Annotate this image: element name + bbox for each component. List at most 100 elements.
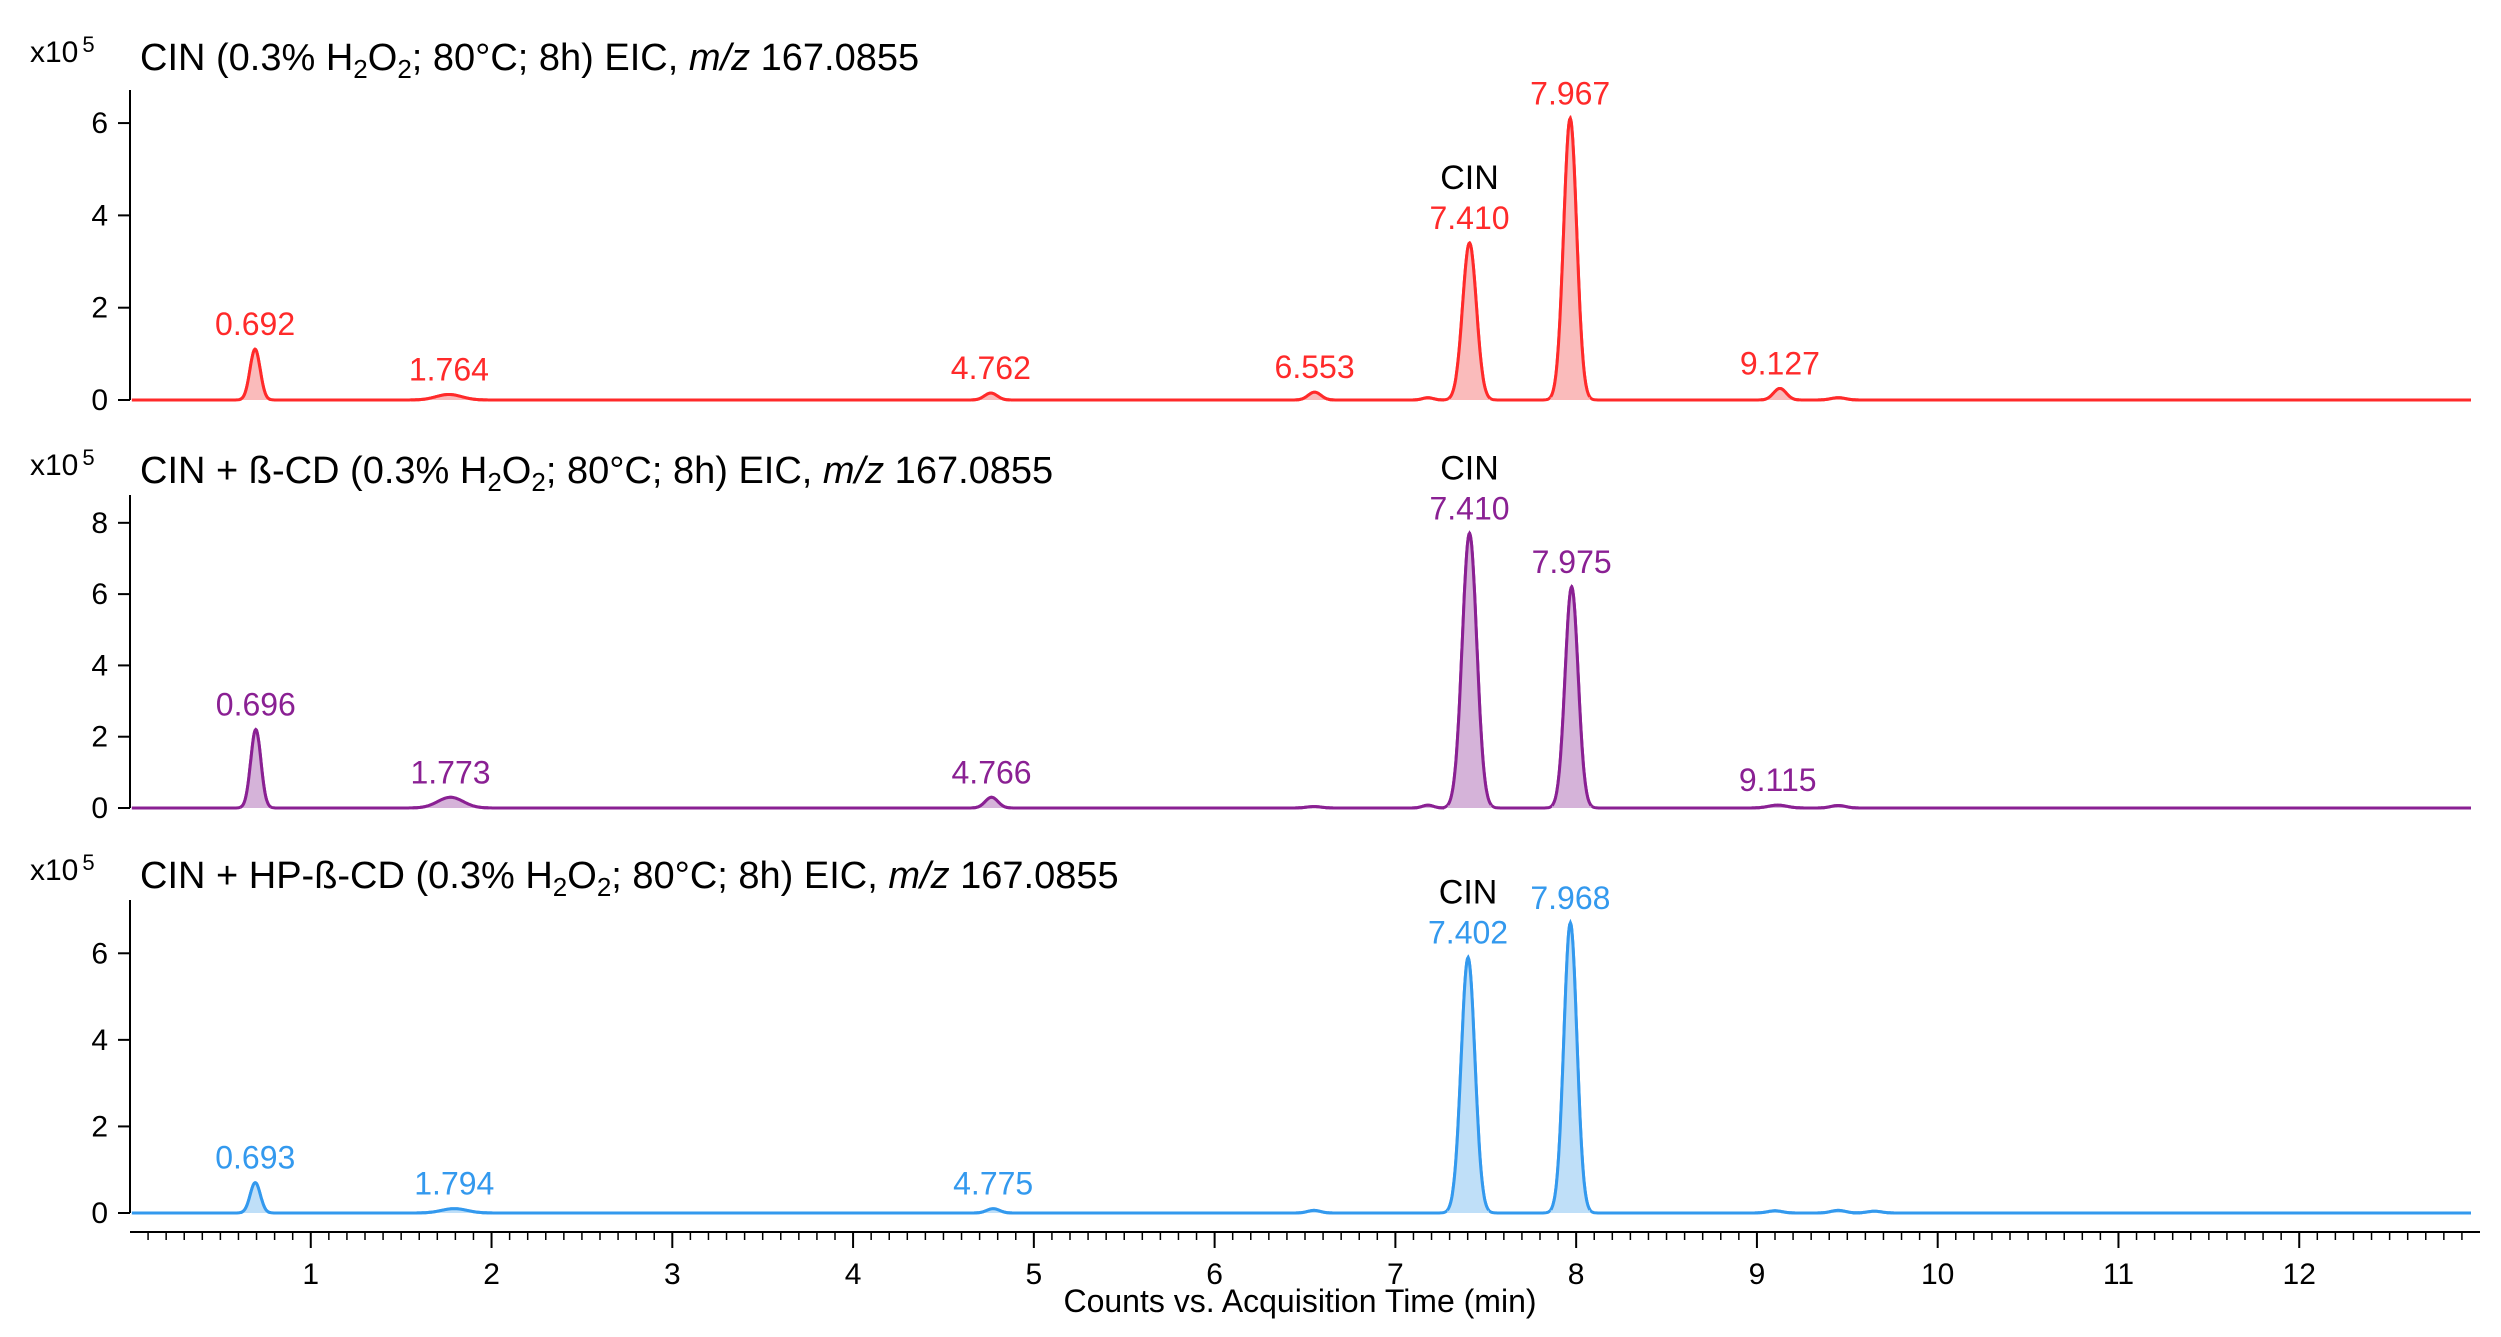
- x-tick-label: 11: [2103, 1258, 2134, 1291]
- y-tick-label: 2: [91, 721, 108, 754]
- title-sub-o: 2: [397, 54, 411, 84]
- title-mz: m/z: [689, 37, 750, 79]
- y-tick-label: 6: [91, 578, 108, 611]
- peak-rt-label: 4.762: [951, 350, 1031, 386]
- peak-outline: [1447, 240, 1492, 400]
- scale-exponent: 5: [82, 32, 94, 57]
- scale-base: x10: [30, 449, 78, 482]
- peak-rt-label: 6.553: [1275, 349, 1355, 385]
- title-after-ox: ; 80°C; 8h) EIC,: [412, 37, 689, 79]
- y-tick-label: 0: [91, 1197, 108, 1230]
- peak-outline: [410, 393, 487, 402]
- title-mid: O: [567, 855, 597, 897]
- y-tick-label: 2: [91, 1110, 108, 1143]
- scale-base: x10: [30, 36, 78, 69]
- peak-outline: [971, 391, 1010, 402]
- peak-rt-label: 4.766: [952, 754, 1032, 790]
- title-sub-h: 2: [553, 872, 567, 902]
- panel-title: CIN + ß-CD (0.3% H2O2; 80°C; 8h) EIC, m/…: [140, 450, 1053, 497]
- peak-rt-label: 7.410: [1429, 491, 1509, 527]
- title-mass: 167.0855: [884, 450, 1053, 492]
- peak-rt-label: 1.764: [409, 351, 489, 387]
- y-tick-label: 4: [91, 1024, 108, 1057]
- title-mz: m/z: [823, 450, 884, 492]
- peak-outline: [1411, 396, 1445, 402]
- peak-outline: [1816, 804, 1860, 810]
- x-tick-label: 12: [2283, 1258, 2316, 1291]
- title-sub-h: 2: [487, 467, 501, 497]
- title-mid: O: [502, 450, 532, 492]
- title-after-ox: ; 80°C; 8h) EIC,: [546, 450, 823, 492]
- y-tick-label: 8: [91, 507, 108, 540]
- x-tick-label: 10: [1921, 1258, 1954, 1291]
- peak-outline: [1816, 396, 1860, 402]
- peak-rt-label: 1.794: [414, 1166, 494, 1202]
- peak-outline: [416, 1207, 493, 1215]
- title-mz: m/z: [888, 855, 949, 897]
- peak-outline: [1446, 530, 1493, 806]
- peak-outline: [1549, 919, 1592, 1211]
- x-axis-title: Counts vs. Acquisition Time (min): [1063, 1283, 1536, 1319]
- title-prefix: CIN + ß-CD (0.3% H: [140, 450, 487, 492]
- title-sub-o: 2: [597, 872, 611, 902]
- peak-rt-label: 9.127: [1740, 345, 1820, 381]
- peak-outline: [239, 347, 271, 401]
- peak-rt-label: 0.692: [215, 306, 295, 342]
- peak-outline: [1550, 584, 1593, 807]
- x-tick-label: 5: [1026, 1258, 1043, 1291]
- y-tick-label: 4: [91, 649, 108, 682]
- peak-outline: [412, 795, 489, 810]
- x-tick-label: 9: [1749, 1258, 1766, 1291]
- title-mid: O: [368, 37, 398, 79]
- peak-outline: [1295, 390, 1334, 402]
- peak-rt-label: 9.115: [1739, 762, 1817, 798]
- peak-annotation: CIN: [1440, 159, 1499, 197]
- peak-rt-label: 4.775: [953, 1166, 1033, 1202]
- shared-x-axis: 1 2 3 4 5 6 7 8 9 10 11 12 Counts vs. Acquisition T…: [130, 1231, 2480, 1319]
- peak-outline: [973, 1207, 1013, 1215]
- title-after-ox: ; 80°C; 8h) EIC,: [611, 855, 888, 897]
- title-mass: 167.0855: [750, 37, 919, 79]
- peak-outline: [1549, 114, 1592, 398]
- y-tick-label: 6: [91, 937, 108, 970]
- peak-outline: [1750, 803, 1805, 810]
- scale-base: x10: [30, 854, 78, 887]
- peak-outline: [239, 1181, 272, 1215]
- peak-outline: [1852, 1209, 1897, 1215]
- title-prefix: CIN (0.3% H: [140, 37, 353, 79]
- panel-2: CIN + ß-CD (0.3% H2O2; 80°C; 8h) EIC, m/…: [30, 445, 2471, 825]
- peak-rt-label: 0.693: [215, 1140, 295, 1176]
- title-sub-h: 2: [353, 54, 367, 84]
- panel-3: CIN + HP-ß-CD (0.3% H2O2; 80°C; 8h) EIC,…: [30, 850, 2471, 1230]
- peak-annotation: CIN: [1439, 874, 1498, 912]
- peak-outline: [239, 727, 272, 809]
- title-mass: 167.0855: [950, 855, 1119, 897]
- y-tick-label: 0: [91, 384, 108, 417]
- peak-outline: [972, 795, 1011, 810]
- peak-outline: [1753, 1209, 1797, 1215]
- peak-rt-label: 7.410: [1429, 200, 1509, 236]
- x-ticks: 1 2 3 4 5 6 7 8 9 10 11 12: [147, 1232, 2463, 1291]
- panels-layer: CIN (0.3% H2O2; 80°C; 8h) EIC, m/z 167.0…: [30, 32, 2471, 1230]
- peak-outline: [1295, 1208, 1333, 1215]
- x-tick-label: 2: [483, 1258, 500, 1291]
- x-tick-label: 3: [664, 1258, 681, 1291]
- peak-rt-label: 7.402: [1428, 915, 1508, 951]
- y-scale-multiplier: x10 5: [30, 850, 95, 887]
- x-tick-label: 1: [302, 1258, 319, 1291]
- panel-title: CIN + HP-ß-CD (0.3% H2O2; 80°C; 8h) EIC,…: [140, 855, 1119, 902]
- peak-rt-label: 7.968: [1530, 880, 1610, 916]
- panel-1: CIN (0.3% H2O2; 80°C; 8h) EIC, m/z 167.0…: [30, 32, 2471, 417]
- x-tick-label: 6: [1206, 1258, 1223, 1291]
- y-scale-multiplier: x10 5: [30, 32, 95, 69]
- peak-outline: [1292, 805, 1336, 810]
- title-prefix: CIN + HP-ß-CD (0.3% H: [140, 855, 553, 897]
- panel-title: CIN (0.3% H2O2; 80°C; 8h) EIC, m/z 167.0…: [140, 37, 919, 84]
- x-tick-label: 7: [1387, 1258, 1404, 1291]
- y-tick-label: 6: [91, 107, 108, 140]
- peak-annotation: CIN: [1440, 450, 1499, 488]
- peak-outline: [1446, 954, 1490, 1212]
- scale-exponent: 5: [82, 445, 94, 470]
- y-tick-label: 2: [91, 292, 108, 325]
